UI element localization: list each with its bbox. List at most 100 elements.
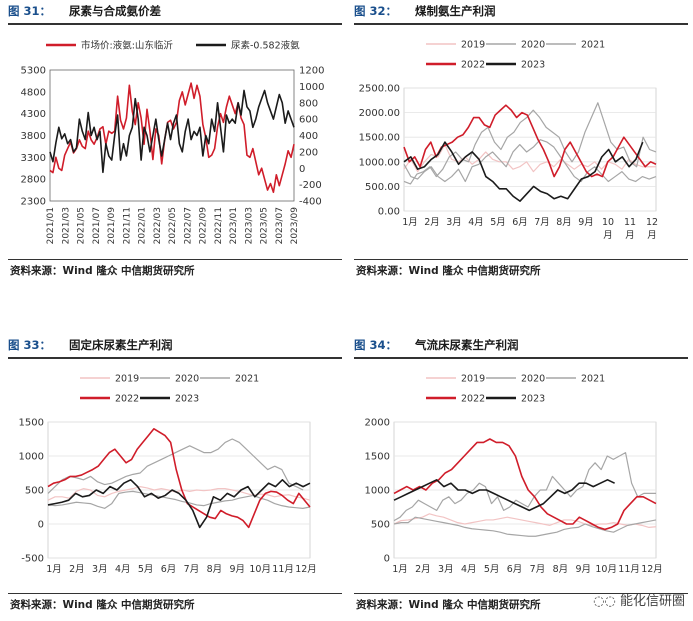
- y-tick: 0: [38, 520, 44, 531]
- x-tick: 9月: [578, 217, 594, 228]
- x-tick: 2023/09: [290, 207, 300, 245]
- series-line-2023: [393, 479, 615, 512]
- wechat-icon: ◌◌: [593, 594, 616, 609]
- figure-caption: 尿素与合成氨价差: [69, 4, 162, 18]
- x-tick: 1月: [46, 564, 62, 575]
- plot-frame: [49, 69, 295, 202]
- x-tick: 10月: [595, 564, 617, 575]
- legend-label-2021: 2021: [235, 374, 259, 385]
- top-rule: [354, 357, 688, 359]
- x-tick: 7月: [530, 564, 546, 575]
- source-rule: [8, 593, 342, 594]
- x-tick: 2月: [69, 564, 85, 575]
- figure-number: 图 32：: [354, 4, 398, 18]
- series-line-2019: [403, 143, 656, 173]
- x-tick-suffix: 月: [603, 230, 613, 241]
- panel-fig31: 图 31： 尿素与合成氨价差 2300 2800 3300 3800 4300 4800 53…: [8, 0, 342, 290]
- figure-caption: 固定床尿素生产利润: [69, 338, 173, 352]
- x-tick: 10月: [249, 564, 271, 575]
- legend-label-2019: 2019: [461, 40, 485, 51]
- series-line-2020: [47, 490, 311, 509]
- legend-label-2023: 2023: [521, 60, 545, 71]
- x-tick: 2021/01: [46, 207, 56, 244]
- y-tick: 0: [384, 554, 390, 565]
- y-right-tick: 600: [299, 115, 318, 126]
- series-line-2023: [47, 479, 311, 529]
- chart-fig34: 0 500 1000 1500 2000 1月 2月 3月 4月 5月 6月 7月 8月 9月 10月 11月…: [365, 374, 663, 576]
- x-tick: 2023/05: [260, 207, 270, 244]
- y-tick: 2000: [365, 418, 390, 429]
- x-tick: 3月: [92, 564, 108, 575]
- x-tick: 2021/11: [122, 207, 132, 244]
- source-note: 资料来源：Wind 隆众 中信期货研究所: [356, 599, 541, 611]
- x-tick: 2023/03: [244, 207, 254, 244]
- x-tick: 4月: [115, 564, 131, 575]
- x-tick: 7月: [534, 217, 550, 228]
- figure-caption: 气流床尿素生产利润: [415, 338, 519, 352]
- y-left-tick: 4300: [21, 109, 46, 120]
- x-tick: 3月: [446, 217, 462, 228]
- x-tick: 8月: [553, 564, 569, 575]
- series-line-2020: [393, 516, 657, 537]
- chart-fig33: -500 0 500 1000 1500 1月 2月 3月 4月 5月 6月 7月 8月 9月 10月 11月…: [19, 374, 317, 576]
- legend-label-2022: 2022: [461, 60, 485, 71]
- source-rule: [8, 259, 342, 260]
- watermark-text: 能化信研圈: [619, 594, 685, 609]
- x-tick: 8月: [207, 564, 223, 575]
- series-line-2021: [47, 438, 304, 494]
- x-tick: 8月: [556, 217, 572, 228]
- series-line-2021: [393, 451, 656, 522]
- legend-label-市场价:液氨:山东临沂: 市场价:液氨:山东临沂: [81, 40, 173, 52]
- source-note: 资料来源：Wind 隆众 中信期货研究所: [356, 265, 541, 277]
- x-tick: 2022/09: [199, 207, 209, 245]
- y-tick: 1500.00: [359, 133, 400, 144]
- panel-fig32: 图 32： 煤制氨生产利润 0.00 500.00 1000.00 1500.00 200…: [354, 0, 688, 290]
- y-tick: 1500: [365, 452, 390, 463]
- x-tick: 1月: [392, 564, 408, 575]
- y-left-tick: 4800: [21, 87, 46, 98]
- x-tick: 1月: [402, 217, 418, 228]
- x-tick: 11月: [618, 564, 640, 575]
- x-tick: 2022/03: [153, 207, 163, 244]
- legend-label-2020: 2020: [521, 374, 545, 385]
- x-tick: 2021/03: [61, 207, 71, 244]
- x-tick: 10: [602, 217, 614, 228]
- x-tick: 12月: [295, 564, 317, 575]
- figure-caption: 煤制氨生产利润: [415, 4, 496, 18]
- top-rule: [8, 23, 342, 25]
- x-tick: 11月: [272, 564, 294, 575]
- x-tick: 6月: [512, 217, 528, 228]
- series-line-2019: [393, 513, 657, 528]
- x-tick: 2021/07: [92, 207, 102, 244]
- top-rule: [8, 357, 342, 359]
- x-tick: 2022/05: [168, 207, 178, 244]
- x-tick: 5月: [138, 564, 154, 575]
- y-tick: 500.00: [365, 182, 400, 193]
- x-tick: 2023/01: [229, 207, 239, 244]
- figure-title: 图 32： 煤制氨生产利润: [354, 0, 496, 22]
- x-tick: 7月: [184, 564, 200, 575]
- x-tick: 2023/07: [275, 207, 285, 244]
- x-tick: 2月: [424, 217, 440, 228]
- x-tick: 12: [646, 217, 658, 228]
- y-tick: 500: [371, 520, 390, 531]
- series-line-尿素-0.582液氨: [49, 89, 295, 174]
- source-rule: [354, 593, 688, 594]
- panel-fig33: 图 33： 固定床尿素生产利润 -500 0 500 1000 1500 1月 2月 3月 4月 5…: [8, 334, 342, 621]
- x-tick: 2月: [415, 564, 431, 575]
- x-tick: 5月: [490, 217, 506, 228]
- y-tick: 1500: [19, 418, 44, 429]
- legend-label-尿素-0.582液氨: 尿素-0.582液氨: [231, 40, 300, 52]
- figure-title: 图 31： 尿素与合成氨价差: [8, 0, 161, 22]
- y-tick: 2500.00: [359, 84, 400, 95]
- y-right-tick: 1200: [299, 66, 324, 77]
- x-tick: 5月: [484, 564, 500, 575]
- legend-label-2021: 2021: [581, 374, 605, 385]
- x-tick: 2021/05: [77, 207, 87, 244]
- x-tick: 2022/01: [138, 207, 148, 244]
- series-line-2022: [47, 428, 311, 529]
- source-note: 资料来源：Wind 隆众 中信期货研究所: [10, 599, 195, 611]
- legend-label-2022: 2022: [115, 394, 139, 405]
- watermark-logo: ◌◌ 能化信研圈: [593, 590, 685, 609]
- legend-label-2019: 2019: [461, 374, 485, 385]
